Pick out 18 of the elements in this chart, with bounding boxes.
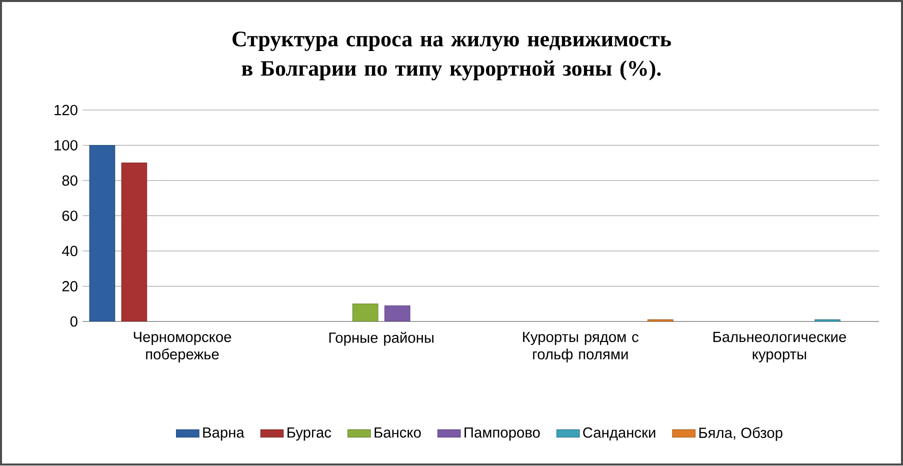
legend-label: Сандански <box>583 428 656 441</box>
y-tick-label: 80 <box>62 176 78 186</box>
legend-label: Бяла, Обзор <box>699 427 782 442</box>
x-tick-label: Горные районы <box>329 332 434 346</box>
legend-label: Варна <box>203 428 244 441</box>
chart-title: Структура спроса на жилую недвижимость в Болгарии по типу курортной зоны (%). <box>232 32 671 81</box>
legend-label: Бургас <box>288 428 332 441</box>
x-tick-label: Курорты рядом с гольф полями <box>523 332 638 363</box>
x-tick-label: Черноморское побережье <box>134 332 232 363</box>
x-tick-label: Бальнеологические курорты <box>713 332 846 363</box>
y-tick-label: 100 <box>54 140 78 151</box>
y-tick-label: 20 <box>62 281 78 292</box>
y-tick-label: 120 <box>54 105 78 116</box>
y-tick-label: 60 <box>62 210 78 222</box>
legend-label: Банско <box>374 428 421 438</box>
y-tick-label: 40 <box>62 246 78 256</box>
y-tick-label: 0 <box>70 316 78 327</box>
legend-label: Пампорово <box>464 428 540 441</box>
